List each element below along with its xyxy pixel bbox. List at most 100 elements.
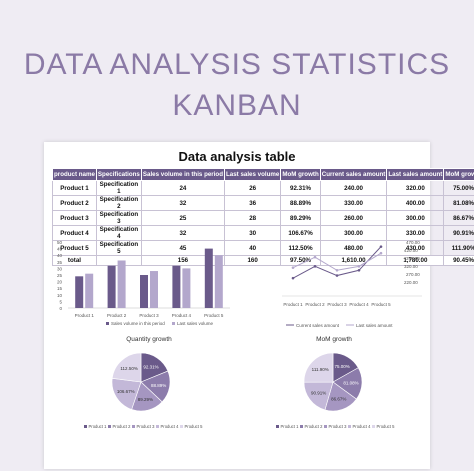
legend-swatch <box>156 425 159 428</box>
pie-chart-quantity-growth: 92.31% 88.89% 89.29%106.67% 112.50% Product … <box>84 352 203 429</box>
legend-label: Product 3 <box>329 424 348 429</box>
y-tick-label: 45 <box>57 247 63 252</box>
table-cell[interactable]: 89.29% <box>280 210 321 226</box>
table-cell[interactable]: 111.90% <box>443 240 474 256</box>
pie-chart-mom-growth: 75.00% 81.08% 86.67% 90.91% 111.90% Product 1… <box>276 352 396 429</box>
legend-label: Product 4 <box>161 424 180 429</box>
table-cell[interactable]: 300.00 <box>386 210 445 226</box>
x-tick-label: Product 1 <box>75 313 95 318</box>
y-tick-label: 15 <box>57 286 63 291</box>
spreadsheet-sheet: Data analysis table product name Specifi… <box>44 142 474 469</box>
legend-label: Product 1 <box>89 424 108 429</box>
x-tick-label: Product 1 <box>283 302 303 307</box>
table-cell[interactable]: 240.00 <box>319 180 388 196</box>
table-cell[interactable]: 26 <box>223 180 282 196</box>
table-row: Product 3 Specification 3 25 28 89.29% 260.00… <box>52 210 474 226</box>
table-cell[interactable]: Specification 3 <box>95 210 142 226</box>
legend-swatch <box>172 322 175 325</box>
x-tick-label: Product 3 <box>139 313 159 318</box>
data-point <box>379 245 383 248</box>
pie-data-label: 111.90% <box>312 367 329 372</box>
pie-data-label: 112.50% <box>120 366 137 371</box>
pie-slice <box>111 377 142 410</box>
line-chart-sales-amount: 470.00 420.00 370.00 320.00 270.00 220.00 Prod… <box>282 240 422 328</box>
pie-data-label: 90.91% <box>311 390 326 395</box>
pie-title-mom-growth: MoM growth <box>316 336 352 343</box>
legend-label: Current sales amount <box>296 323 340 328</box>
y-tick-label: 20 <box>57 280 63 285</box>
col-header[interactable]: Last sales volume <box>223 168 282 181</box>
col-header[interactable]: MoM growth <box>443 168 474 181</box>
data-point <box>379 251 383 255</box>
legend-swatch <box>84 425 87 428</box>
table-cell[interactable]: 320.00 <box>386 180 445 196</box>
legend-swatch <box>300 425 303 428</box>
table-cell[interactable]: 75.00% <box>443 180 474 196</box>
y-tick-label: 30 <box>57 266 63 271</box>
legend-label: Last sales volume <box>177 321 214 326</box>
pie-title-quantity-growth: Quantity growth <box>126 336 172 343</box>
bar <box>182 268 191 308</box>
legend-swatch <box>324 425 327 428</box>
table-cell[interactable]: 25 <box>140 210 226 226</box>
bar <box>107 265 116 308</box>
data-label: 220.00 <box>404 280 418 285</box>
table-row: Product 1 Specification 1 24 26 92.31% 240.00… <box>52 180 474 196</box>
table-cell[interactable]: 92.31% <box>280 180 321 196</box>
x-tick-label: Product 4 <box>349 302 369 307</box>
table-cell[interactable]: Product 2 <box>52 195 97 211</box>
table-cell[interactable]: 36 <box>223 195 282 211</box>
table-cell[interactable]: 88.89% <box>280 195 321 211</box>
legend-label: Product 2 <box>113 424 132 429</box>
table-row: Product 5 Specification 5 45 40 112.50% 480.0… <box>52 240 474 256</box>
legend-swatch <box>348 425 351 428</box>
table-cell[interactable]: Specification 1 <box>95 180 142 196</box>
data-label: 370.00 <box>406 256 420 261</box>
table-cell[interactable]: 330.00 <box>319 195 388 211</box>
table-header-row: product name Specifications Sales volume… <box>52 168 474 181</box>
pie-data-label: 88.89% <box>151 383 166 388</box>
pie-data-label: 86.67% <box>331 397 346 402</box>
col-header[interactable]: Specifications <box>95 168 142 181</box>
table-cell[interactable]: 81.08% <box>443 195 474 211</box>
y-tick-label: 40 <box>57 253 63 258</box>
col-header[interactable]: Current sales amount <box>319 168 388 181</box>
data-point <box>335 274 339 277</box>
pie-slice <box>303 381 334 411</box>
data-label: 470.00 <box>406 240 420 245</box>
data-label: 320.00 <box>404 264 418 269</box>
col-header[interactable]: MoM growth <box>280 168 321 181</box>
col-header[interactable]: Last sales amount <box>386 168 445 181</box>
legend-swatch <box>106 322 109 325</box>
legend-label: Sales volume in this period <box>111 321 165 326</box>
col-header[interactable]: Sales volume in this period <box>140 168 226 181</box>
legend-label: Last sales amount <box>356 323 393 328</box>
legend-label: Product 5 <box>377 424 396 429</box>
pie-slice <box>111 352 142 383</box>
table-cell[interactable]: 400.00 <box>386 195 445 211</box>
legend-swatch <box>276 425 279 428</box>
bar <box>172 265 181 308</box>
data-label: 420.00 <box>404 248 418 253</box>
table-cell[interactable]: 260.00 <box>319 210 388 226</box>
data-point <box>357 268 361 272</box>
legend-label: Product 1 <box>281 424 300 429</box>
table-cell[interactable]: 32 <box>140 195 226 211</box>
col-header[interactable]: product name <box>52 168 97 181</box>
table-row: Product 2 Specification 2 32 36 88.89% 330.00… <box>52 195 474 211</box>
pie-slice <box>303 352 334 383</box>
legend-label: Product 4 <box>353 424 372 429</box>
table-cell[interactable]: 28 <box>223 210 282 226</box>
pie-data-label: 89.29% <box>138 397 153 402</box>
hero-title-line2: KANBAN <box>172 89 302 122</box>
data-point <box>313 255 317 259</box>
table-cell[interactable]: 90.45% <box>443 255 474 266</box>
table-cell[interactable]: 90.91% <box>443 225 474 241</box>
table-cell[interactable]: Specification 2 <box>95 195 142 211</box>
table-cell[interactable]: 86.67% <box>443 210 474 226</box>
legend-swatch <box>180 425 183 428</box>
table-cell[interactable]: Product 3 <box>52 210 97 226</box>
table-cell[interactable]: Product 1 <box>52 180 97 196</box>
table-cell[interactable]: 24 <box>140 180 226 196</box>
legend-swatch <box>108 425 111 428</box>
